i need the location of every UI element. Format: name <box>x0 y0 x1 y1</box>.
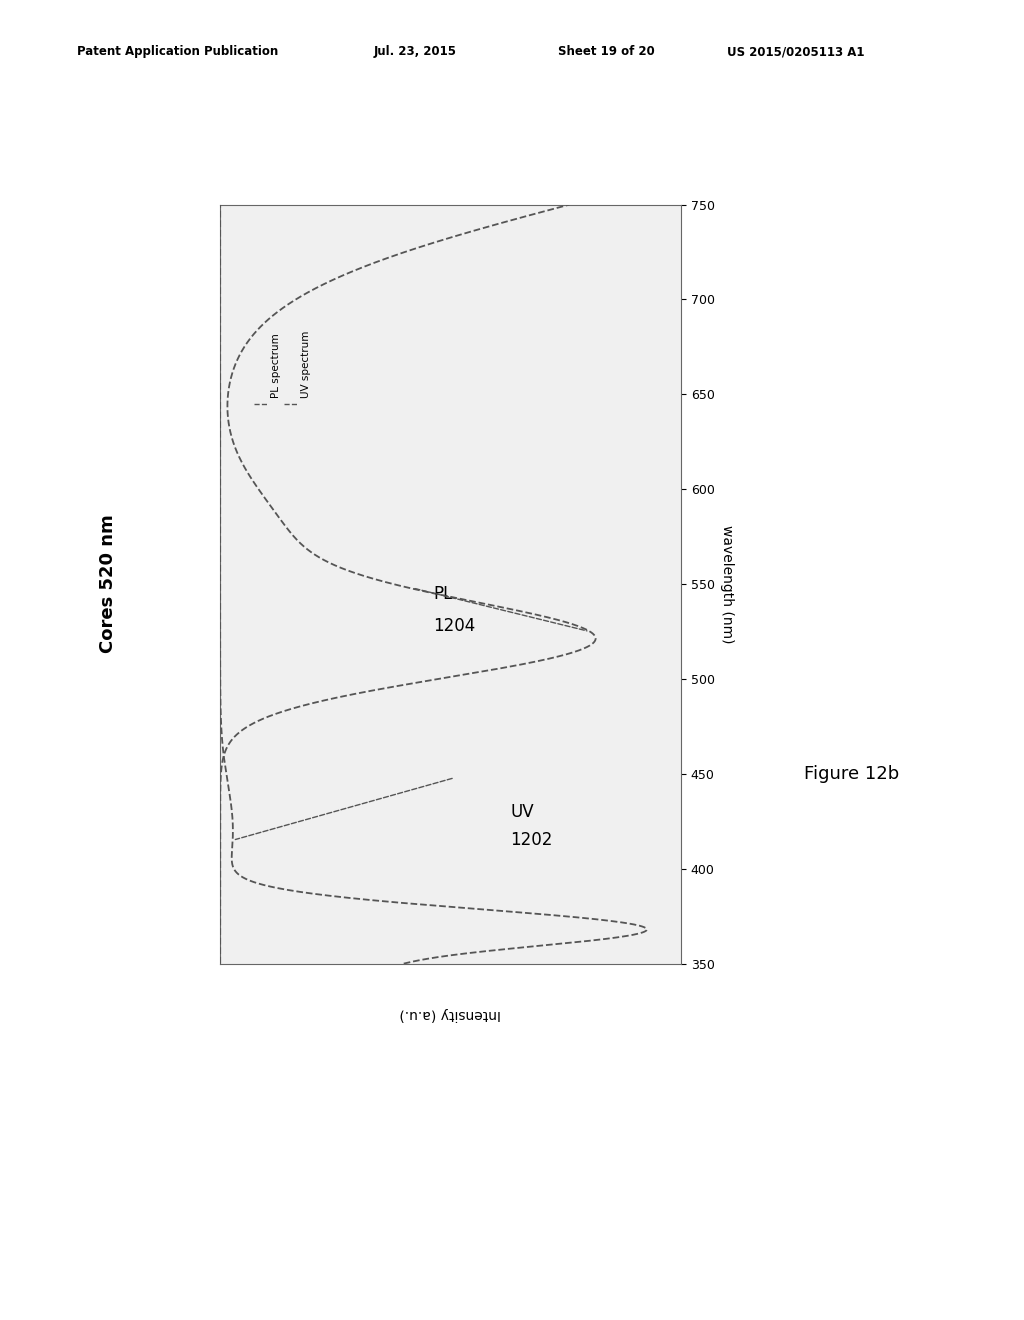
Text: Cores 520 nm: Cores 520 nm <box>98 515 117 653</box>
Text: 1202: 1202 <box>510 832 553 849</box>
Text: UV spectrum: UV spectrum <box>301 331 311 399</box>
Text: US 2015/0205113 A1: US 2015/0205113 A1 <box>727 45 864 58</box>
Text: Figure 12b: Figure 12b <box>804 764 899 783</box>
Text: PL spectrum: PL spectrum <box>271 334 282 399</box>
Y-axis label: wavelength (nm): wavelength (nm) <box>720 525 734 643</box>
Text: UV: UV <box>510 803 534 821</box>
Text: Jul. 23, 2015: Jul. 23, 2015 <box>374 45 457 58</box>
Text: Patent Application Publication: Patent Application Publication <box>77 45 279 58</box>
Text: Intensity (a.u.): Intensity (a.u.) <box>399 1007 502 1020</box>
Text: PL: PL <box>433 585 453 603</box>
Text: 1204: 1204 <box>433 616 476 635</box>
Text: Sheet 19 of 20: Sheet 19 of 20 <box>558 45 654 58</box>
